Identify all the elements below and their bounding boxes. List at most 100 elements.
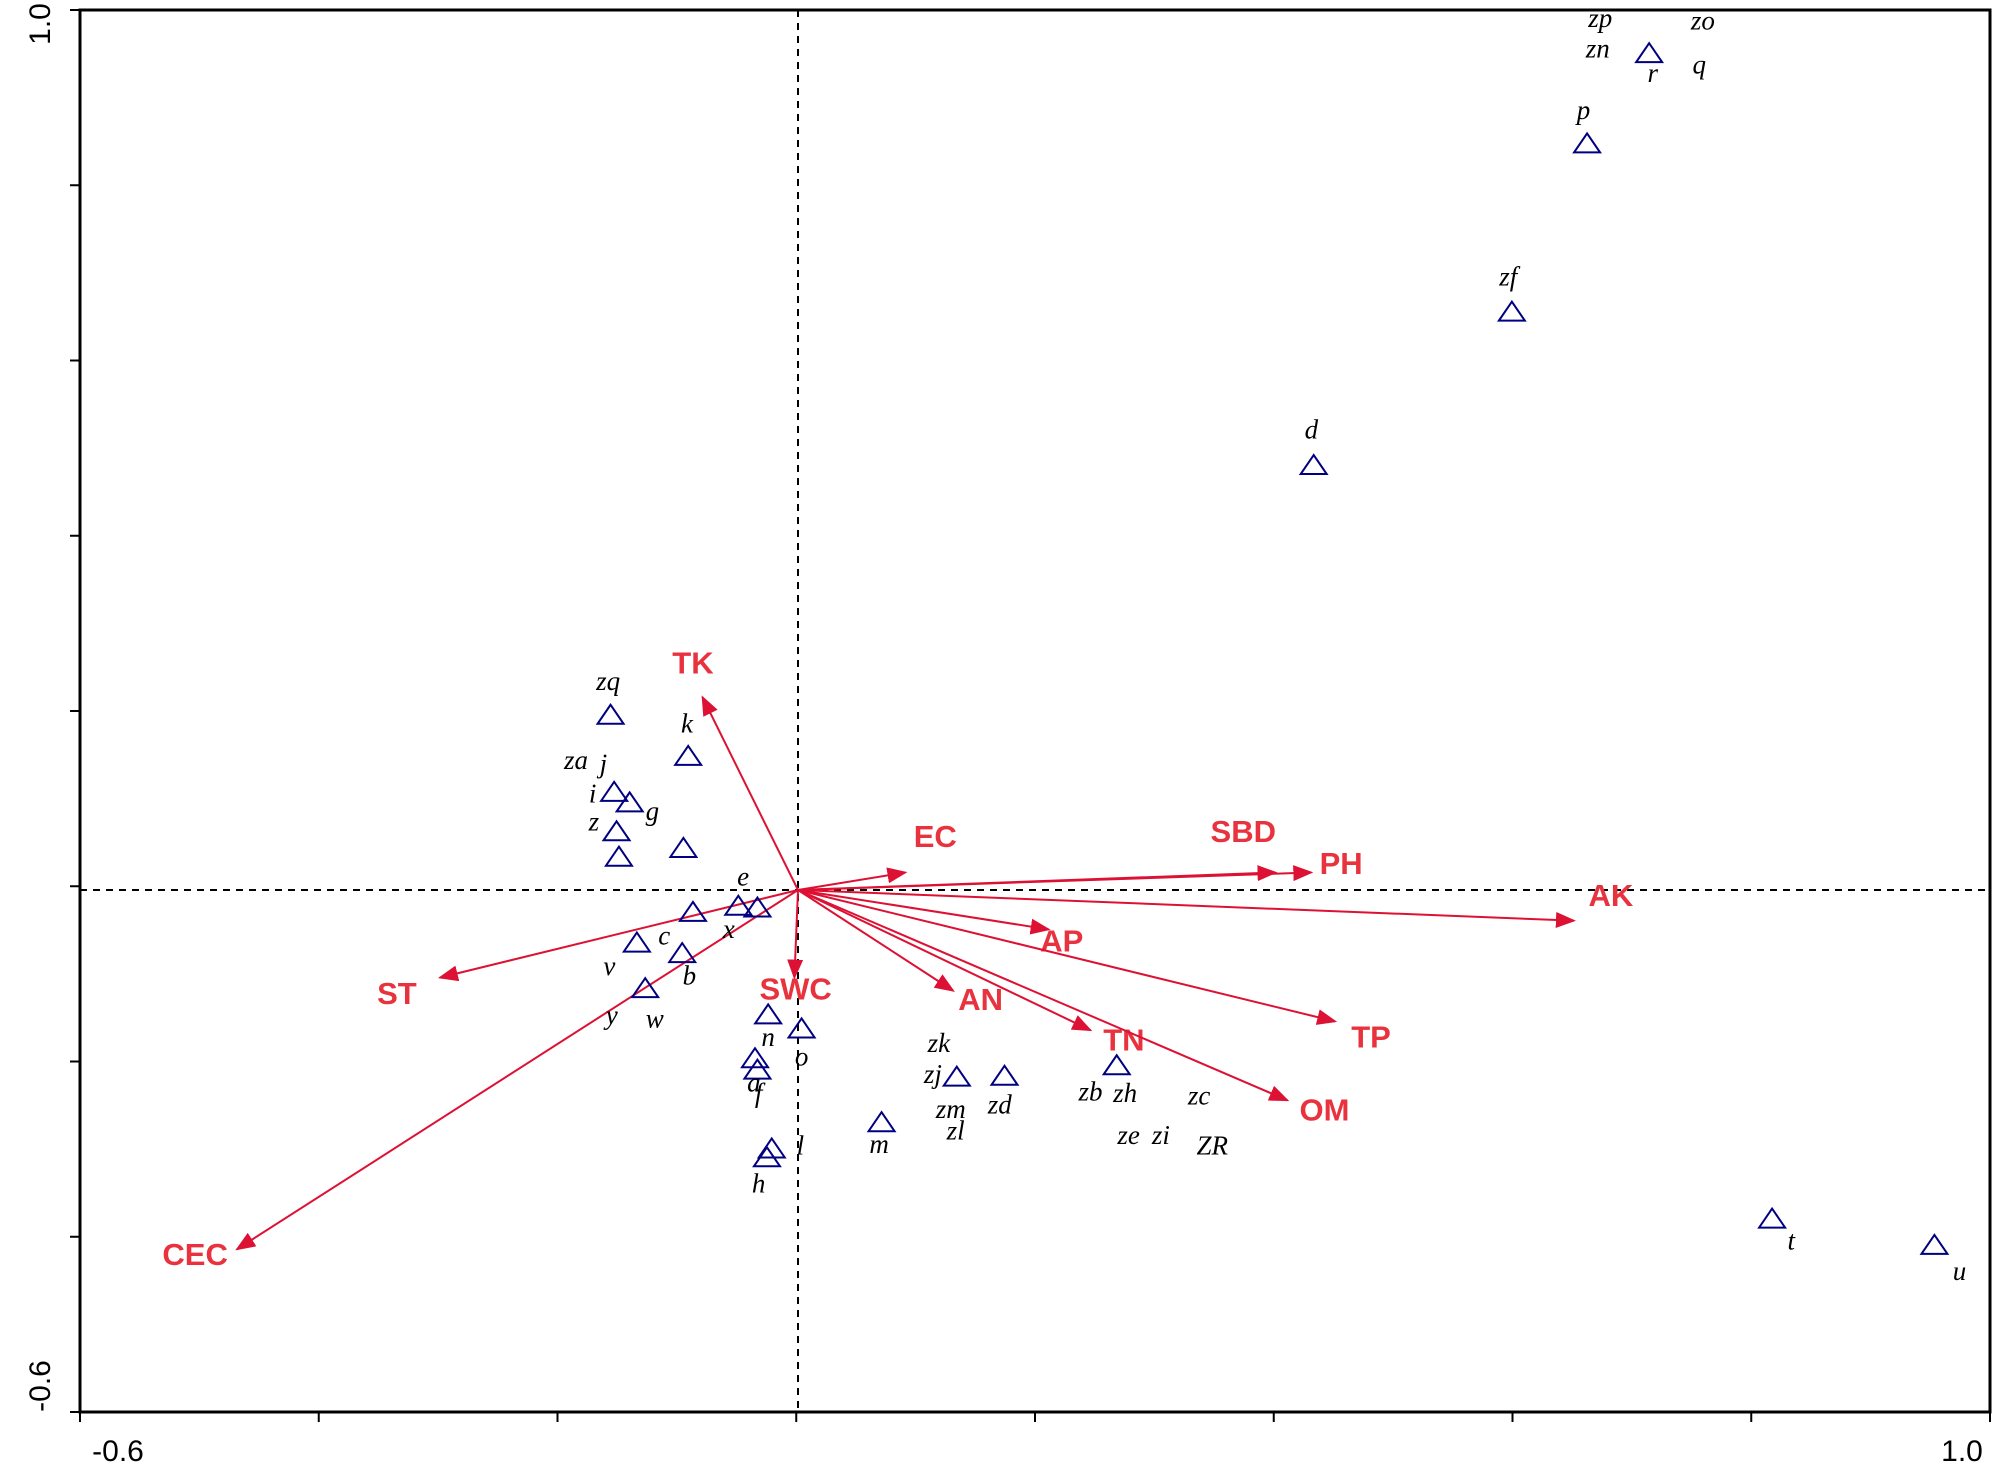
site-marker xyxy=(1496,299,1527,322)
vector-label-ph: PH xyxy=(1320,846,1363,881)
site-label: zp xyxy=(1587,3,1612,33)
x-tick-label-min: -0.6 xyxy=(92,1435,144,1468)
site-marker xyxy=(1101,1053,1132,1076)
site-label: f xyxy=(755,1078,766,1108)
site-label: j xyxy=(597,749,608,779)
site-marker xyxy=(742,895,773,918)
vector-label-ec: EC xyxy=(914,819,957,854)
site-label: k xyxy=(681,708,694,738)
site-label: h xyxy=(752,1168,766,1198)
site-label: x xyxy=(722,914,735,944)
site-label: zf xyxy=(1498,261,1521,291)
site-marker xyxy=(601,819,632,842)
site-marker xyxy=(753,1002,784,1025)
site-label: zb xyxy=(1077,1076,1102,1106)
vector-arrow-tn xyxy=(797,889,1093,1032)
site-marker xyxy=(723,894,754,916)
y-tick-label-min: -0.6 xyxy=(24,1360,57,1412)
plot-frame xyxy=(78,8,1992,1414)
x-tick-label-max: 1.0 xyxy=(1941,1435,1983,1468)
site-marker xyxy=(941,1064,972,1087)
site-label: u xyxy=(1953,1256,1967,1286)
vector-arrow-ph xyxy=(797,865,1314,891)
vector-label-tn: TN xyxy=(1103,1022,1144,1057)
vector-arrow-ap xyxy=(797,889,1051,935)
vector-label-swc: SWC xyxy=(759,972,831,1007)
site-marker xyxy=(630,976,661,999)
site-label: i xyxy=(589,778,597,808)
vector-arrow-om xyxy=(797,889,1290,1102)
vector-arrow-swc xyxy=(787,889,804,980)
site-label: ZR xyxy=(1196,1131,1228,1161)
site-label: t xyxy=(1787,1225,1796,1255)
site-marker xyxy=(595,702,626,725)
site-label: n xyxy=(761,1022,775,1052)
site-label: zn xyxy=(1585,34,1610,64)
vector-label-om: OM xyxy=(1299,1092,1349,1127)
site-label: e xyxy=(737,862,749,892)
site-marker xyxy=(786,1016,817,1039)
vector-label-an: AN xyxy=(958,982,1003,1017)
site-label: g xyxy=(646,796,660,826)
site-label: zm xyxy=(935,1094,966,1124)
site-label: c xyxy=(658,920,670,950)
axis-ticks xyxy=(70,9,1991,1422)
site-marker xyxy=(668,836,699,858)
vector-arrow-st xyxy=(437,889,799,982)
site-marker xyxy=(614,790,645,813)
site-marker xyxy=(1572,131,1602,154)
vector-arrow-cec xyxy=(235,889,799,1251)
site-marker xyxy=(621,930,652,953)
site-label: zq xyxy=(595,666,620,696)
vector-arrow-tk xyxy=(701,695,799,891)
site-label: zj xyxy=(923,1059,942,1089)
y-tick-label-max: 1.0 xyxy=(24,3,57,45)
site-label: zh xyxy=(1112,1078,1137,1108)
site-label: zd xyxy=(987,1089,1013,1119)
site-label: v xyxy=(603,951,615,981)
site-label: l xyxy=(797,1131,805,1161)
site-label: y xyxy=(603,1000,618,1030)
environmental-vectors: TK EC SBD PH AK AP TP AN TN OM SWC ST CEC xyxy=(162,646,1634,1272)
site-label: r xyxy=(1647,58,1658,88)
vector-arrow-tp xyxy=(797,889,1338,1025)
vector-label-cec: CEC xyxy=(162,1237,227,1272)
site-marker xyxy=(1757,1206,1787,1229)
site-label: q xyxy=(1693,49,1707,79)
site-marker xyxy=(599,780,630,802)
vector-label-st: ST xyxy=(377,976,417,1011)
site-label: m xyxy=(869,1129,889,1159)
site-marker xyxy=(756,1136,787,1159)
vector-arrow-ec xyxy=(797,867,908,891)
site-marker xyxy=(989,1063,1020,1086)
vector-label-ap: AP xyxy=(1040,923,1083,958)
vector-arrow-ak xyxy=(797,889,1576,928)
site-label: b xyxy=(683,961,697,991)
site-label: zi xyxy=(1151,1120,1170,1150)
site-marker xyxy=(740,1046,770,1069)
site-marker xyxy=(1919,1233,1950,1255)
vector-arrow-an xyxy=(797,889,955,992)
site-label: w xyxy=(646,1004,664,1034)
site-label: d xyxy=(1305,415,1319,445)
site-label: z xyxy=(588,806,600,836)
vector-label-ak: AK xyxy=(1589,878,1634,913)
site-marker xyxy=(1298,453,1329,476)
site-label: zk xyxy=(927,1028,952,1058)
vector-label-tp: TP xyxy=(1351,1020,1391,1055)
vector-label-tk: TK xyxy=(672,646,714,681)
site-label: ze xyxy=(1116,1120,1140,1150)
site-marker xyxy=(604,844,634,867)
vector-label-sbd: SBD xyxy=(1211,814,1276,849)
site-marker xyxy=(1634,41,1665,64)
site-marker xyxy=(673,744,704,766)
site-marker xyxy=(742,1057,773,1080)
site-marker xyxy=(678,900,708,922)
site-label: a xyxy=(747,1068,761,1098)
site-marker xyxy=(752,1145,782,1168)
site-label: za xyxy=(563,745,588,775)
site-marker xyxy=(667,941,698,964)
site-label: zl xyxy=(946,1116,965,1146)
